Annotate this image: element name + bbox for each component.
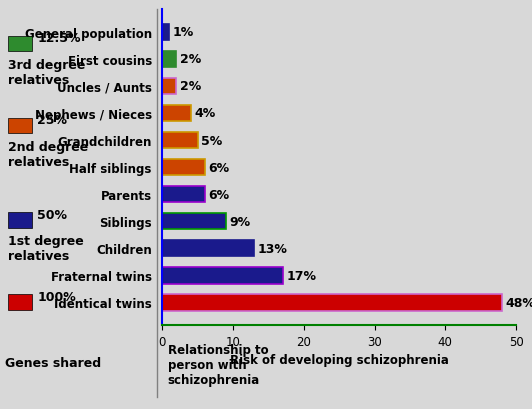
- X-axis label: Risk of developing schizophrenia: Risk of developing schizophrenia: [230, 353, 448, 366]
- Text: 1%: 1%: [173, 26, 194, 39]
- Text: 25%: 25%: [37, 114, 67, 127]
- Bar: [162, 213, 226, 230]
- Text: 1st degree
relatives: 1st degree relatives: [8, 234, 84, 262]
- Text: 2%: 2%: [180, 53, 201, 66]
- Bar: [162, 240, 254, 257]
- Bar: [162, 267, 282, 284]
- Text: 6%: 6%: [208, 161, 229, 174]
- Text: 3rd degree
relatives: 3rd degree relatives: [8, 58, 85, 86]
- Text: 48%: 48%: [505, 296, 532, 309]
- Bar: [162, 106, 190, 122]
- Bar: [162, 79, 177, 95]
- Text: 50%: 50%: [37, 208, 67, 221]
- Bar: [162, 294, 502, 311]
- Text: 12.5%: 12.5%: [37, 32, 81, 45]
- Text: 4%: 4%: [194, 107, 215, 120]
- Text: 13%: 13%: [258, 242, 288, 255]
- Text: 2%: 2%: [180, 80, 201, 93]
- Text: 100%: 100%: [37, 290, 76, 303]
- Bar: [162, 187, 205, 203]
- Text: Relationship to
person with
schizophrenia: Relationship to person with schizophreni…: [168, 344, 268, 387]
- Bar: [162, 52, 177, 68]
- Bar: [162, 160, 205, 176]
- Text: 2nd degree
relatives: 2nd degree relatives: [8, 140, 88, 168]
- Text: 17%: 17%: [286, 269, 316, 282]
- Text: 6%: 6%: [208, 188, 229, 201]
- Bar: [162, 25, 169, 41]
- Bar: [162, 133, 197, 149]
- Text: 9%: 9%: [229, 215, 251, 228]
- Text: Genes shared: Genes shared: [5, 356, 102, 369]
- Text: 5%: 5%: [201, 134, 222, 147]
